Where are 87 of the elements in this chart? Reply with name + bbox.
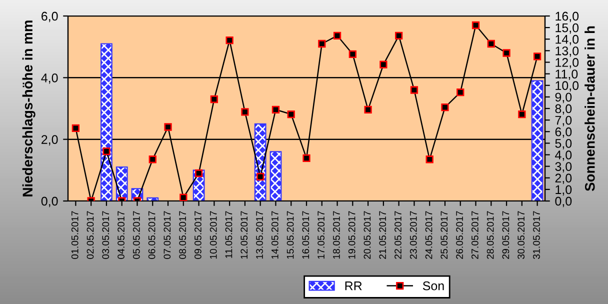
x-tick-label: 25.05.2017 (440, 211, 448, 259)
x-tick-label: 08.05.2017 (179, 211, 186, 259)
x-tick-label: 29.05.2017 (502, 211, 510, 259)
y-tick-label: 2,0 (42, 135, 58, 146)
y-axis-title: Niederschlags-höhe in mm (22, 20, 36, 196)
point (395, 32, 403, 40)
point (518, 110, 526, 118)
y2-tick-label: 14,0 (556, 34, 579, 46)
x-tick-label: 06.05.2017 (148, 211, 156, 259)
x-tick-label: 22.05.2017 (394, 211, 402, 259)
bar (531, 80, 544, 201)
point (256, 172, 264, 181)
point (302, 154, 310, 162)
x-tick-label: 13.05.2017 (256, 211, 263, 259)
y2-tick-label: 8,0 (555, 104, 572, 115)
y-tick-label: 4,0 (41, 73, 58, 84)
legend-label: RR (345, 282, 362, 290)
point (364, 106, 372, 114)
y2-tick-label: 13,0 (556, 46, 579, 57)
point (241, 108, 249, 116)
x-tick-label: 27.05.2017 (471, 211, 478, 259)
x-tick-label: 18.05.2017 (333, 211, 340, 259)
y2-tick-label: 3,0 (555, 162, 572, 172)
bar (270, 151, 282, 201)
x-tick-label: 03.05.2017 (102, 211, 110, 259)
x-tick-label: 28.05.2017 (486, 211, 494, 259)
point (348, 50, 356, 58)
point (472, 21, 480, 30)
point (272, 106, 280, 114)
point (226, 36, 234, 44)
point (287, 110, 295, 118)
x-tick-label: 17.05.2017 (318, 211, 324, 259)
y2-tick-label: 10,0 (556, 81, 579, 92)
x-tick-label: 31.05.2017 (533, 211, 540, 260)
x-tick-label: 20.05.2017 (364, 211, 371, 259)
x-tick-label: 16.05.2017 (302, 211, 310, 259)
point (318, 40, 326, 48)
point (102, 147, 110, 156)
y2-tick-label: 1,0 (556, 185, 572, 196)
y2-tick-label: 11,0 (556, 70, 578, 80)
point (72, 124, 80, 132)
y2-tick-label: 6,0 (555, 127, 572, 138)
point (487, 40, 495, 48)
x-tick-label: 26.05.2017 (456, 211, 463, 259)
bar (100, 43, 112, 201)
x-tick-label: 19.05.2017 (348, 211, 356, 259)
y2-tick-label: 12,0 (556, 58, 579, 68)
point (333, 32, 342, 40)
x-tick-label: 02.05.2017 (86, 211, 94, 259)
x-tick-label: 09.05.2017 (194, 211, 202, 259)
y2-tick-label: 5,0 (555, 138, 572, 150)
point (426, 156, 434, 164)
y-tick-label: 0,0 (41, 196, 58, 208)
y2-tick-label: 15,0 (556, 23, 579, 34)
point (380, 60, 388, 68)
x-tick-label: 15.05.2017 (286, 211, 294, 259)
legend-label: Son (422, 281, 444, 290)
x-tick-label: 11.05.2017 (225, 211, 232, 258)
point (441, 104, 449, 112)
point (502, 49, 510, 57)
x-tick-label: 10.05.2017 (210, 211, 217, 259)
point (148, 156, 156, 164)
x-tick-label: 04.05.2017 (118, 211, 124, 259)
point (210, 95, 218, 104)
y2-tick-label: 7,0 (555, 116, 572, 126)
y2-tick-label: 0,0 (555, 196, 572, 208)
x-tick-label: 24.05.2017 (425, 211, 432, 259)
x-tick-label: 12.05.2017 (240, 211, 248, 259)
x-tick-label: 07.05.2017 (164, 211, 171, 259)
x-tick-label: 01.05.2017 (71, 211, 78, 259)
point (410, 86, 418, 94)
y2-tick-label: 4,0 (555, 150, 572, 161)
x-tick-label: 21.05.2017 (379, 211, 386, 259)
y2-axis-title: Sonnenschein-dauer in h (584, 26, 595, 192)
x-tick-label: 30.05.2017 (518, 211, 525, 260)
y-tick-label: 6,0 (42, 12, 58, 22)
x-tick-label: 23.05.2017 (410, 211, 417, 259)
x-tick-label: 05.05.2017 (132, 211, 140, 259)
point (194, 169, 203, 178)
point (164, 123, 172, 131)
point (533, 52, 542, 60)
point (180, 194, 188, 201)
y2-tick-label: 9,0 (555, 92, 572, 104)
x-tick-label: 14.05.2017 (271, 211, 278, 259)
y2-tick-label: 2,0 (555, 174, 572, 184)
y2-tick-label: 16,0 (556, 12, 579, 22)
point (456, 88, 464, 96)
